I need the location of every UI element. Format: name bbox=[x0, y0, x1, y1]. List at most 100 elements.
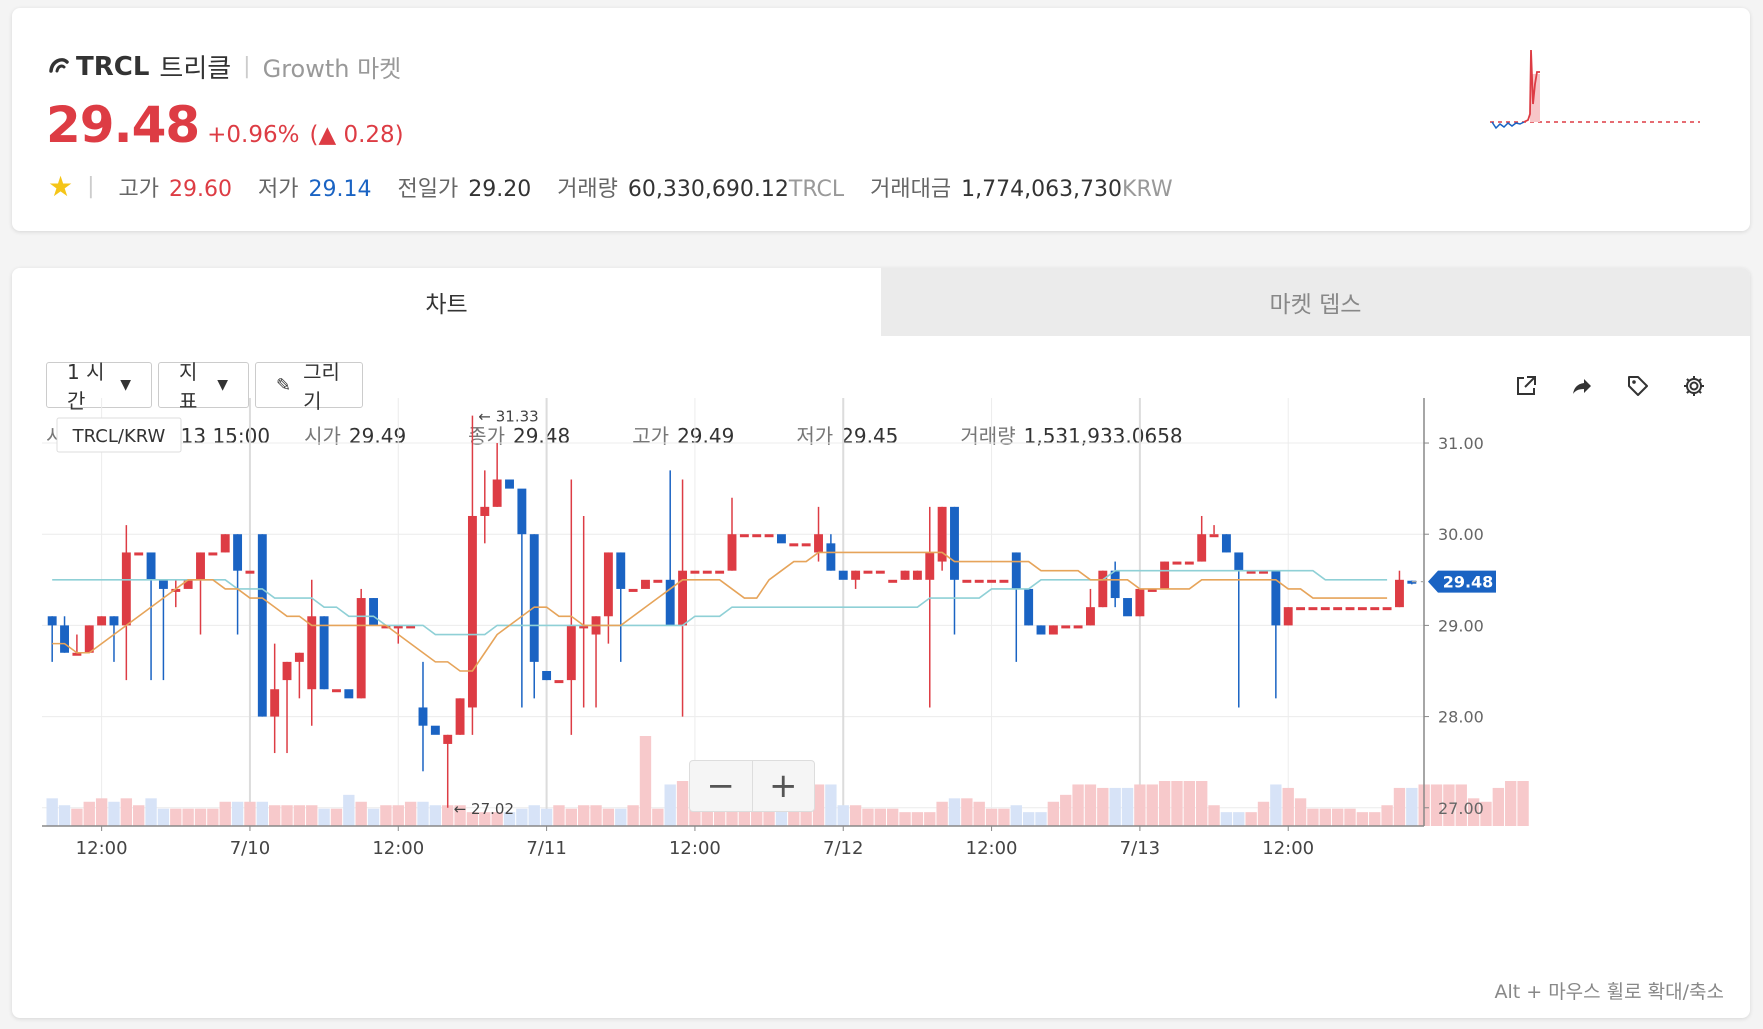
max-price-marker: ← 31.33 bbox=[478, 408, 538, 426]
candle-body bbox=[912, 570, 922, 580]
candle-body bbox=[220, 534, 230, 553]
chart-tool-icons bbox=[1498, 366, 1722, 406]
x-tick-label: 7/10 bbox=[230, 838, 270, 859]
candle-body bbox=[109, 616, 119, 626]
prev-close-label: 전일가 bbox=[397, 176, 459, 202]
candle-body bbox=[1160, 561, 1170, 589]
x-tick-label: 12:00 bbox=[372, 838, 424, 859]
candle-body bbox=[776, 534, 786, 544]
candle-body bbox=[1308, 607, 1318, 611]
volume-bar bbox=[1344, 808, 1356, 826]
candle-body bbox=[1357, 607, 1367, 611]
ticker-info-card: TRCL 트리클 | Growth 마켓 29.48 +0.96% (▲ 0.2… bbox=[12, 8, 1750, 231]
candle-body bbox=[789, 543, 799, 547]
tab-market-depth[interactable]: 마켓 뎁스 bbox=[881, 268, 1750, 336]
ohlc-low-label: 저가 bbox=[796, 424, 834, 448]
volume-bar bbox=[553, 805, 565, 826]
candle-body bbox=[1147, 588, 1157, 592]
volume-bar bbox=[528, 805, 540, 826]
volume-bar bbox=[751, 798, 763, 826]
ohlc-low-value: 29.45 bbox=[841, 424, 899, 448]
volume-bar bbox=[639, 736, 652, 826]
volume-bar bbox=[1430, 784, 1443, 826]
external-link-icon[interactable] bbox=[1498, 366, 1554, 406]
low-label: 저가 bbox=[258, 176, 299, 202]
amount-label: 거래대금 bbox=[870, 176, 952, 202]
volume-bar bbox=[503, 812, 516, 826]
candlestick-chart[interactable]: 31.00 30.00 29.00 28.00 27.00 12:00 7/10 12:00 7… bbox=[12, 268, 1750, 1018]
candle-body bbox=[678, 570, 688, 626]
candle-body bbox=[616, 552, 626, 589]
candle-body bbox=[603, 552, 613, 617]
candle-body bbox=[344, 689, 354, 699]
amount-unit: KRW bbox=[1122, 176, 1173, 202]
candle-body bbox=[369, 598, 378, 626]
volume-bar bbox=[46, 798, 58, 826]
zoom-hint: Alt + 마우스 휠로 확대/축소 bbox=[1494, 981, 1724, 1003]
ohlc-open-value: 29.49 bbox=[348, 424, 407, 448]
candle-body bbox=[715, 570, 725, 574]
candle-body bbox=[1271, 570, 1281, 626]
tab-chart[interactable]: 차트 bbox=[12, 268, 881, 336]
candle-body bbox=[1048, 625, 1058, 635]
low-value: 29.14 bbox=[308, 176, 372, 202]
volume-bar bbox=[170, 808, 182, 826]
candle-body bbox=[134, 552, 144, 556]
volume-bar bbox=[330, 808, 343, 826]
volume-bar bbox=[1294, 798, 1307, 826]
draw-button[interactable]: ✎ 그리기 bbox=[255, 360, 363, 413]
ticker-korean-name: 트리클 bbox=[159, 54, 232, 84]
candle-body bbox=[72, 652, 82, 656]
volume-bar bbox=[1282, 787, 1294, 826]
volume-bar bbox=[1097, 787, 1109, 826]
candle-body bbox=[1259, 570, 1268, 574]
volume-bar bbox=[689, 798, 701, 826]
volume-bar bbox=[306, 805, 318, 826]
volume-bar bbox=[800, 801, 812, 826]
last-price-tag bbox=[1428, 570, 1496, 593]
candle-body bbox=[1221, 534, 1231, 553]
volume-bar bbox=[1060, 794, 1072, 826]
min-price-marker: ← 27.02 bbox=[454, 800, 514, 818]
ohlc-close: 종가 29.48 bbox=[468, 420, 570, 449]
volume-bar bbox=[1158, 781, 1171, 826]
candle-body bbox=[393, 625, 403, 629]
candle-body bbox=[505, 479, 514, 489]
volume-bar bbox=[343, 794, 355, 826]
zoom-out-button[interactable]: − bbox=[690, 761, 753, 811]
ohlc-volume: 거래량 1,531,933.0658 bbox=[960, 420, 1182, 449]
volume-bar bbox=[1517, 781, 1529, 826]
indicators-dropdown[interactable]: 지표 ▼ bbox=[158, 360, 249, 413]
pair-legend-label: TRCL/KRW bbox=[72, 426, 166, 447]
high-stat: 고가 29.60 bbox=[119, 171, 232, 203]
settings-icon[interactable] bbox=[1666, 366, 1722, 406]
chart-toolbar: 1 시간 ▼ 지표 ▼ ✎ 그리기 bbox=[46, 360, 363, 413]
candle-body bbox=[1024, 588, 1034, 626]
change-percent: +0.96% bbox=[207, 122, 300, 148]
share-icon[interactable] bbox=[1554, 366, 1610, 406]
volume-bar bbox=[1369, 812, 1381, 826]
volume-bar bbox=[182, 808, 194, 826]
volume-label: 거래량 bbox=[557, 176, 618, 202]
volume-bar bbox=[1196, 781, 1208, 826]
caret-down-icon: ▼ bbox=[217, 377, 228, 393]
volume-bar bbox=[577, 805, 590, 826]
volume-bar bbox=[194, 808, 207, 826]
volume-bar bbox=[268, 805, 281, 826]
zoom-in-button[interactable]: + bbox=[769, 766, 798, 806]
volume-bar bbox=[1319, 808, 1331, 826]
volume-bar bbox=[1270, 784, 1282, 826]
price-sparkline bbox=[1490, 49, 1700, 130]
tag-icon[interactable] bbox=[1610, 366, 1666, 406]
interval-dropdown[interactable]: 1 시간 ▼ bbox=[46, 360, 152, 413]
volume-bar bbox=[887, 808, 899, 826]
candle-body bbox=[233, 534, 243, 571]
candle-body bbox=[183, 579, 193, 589]
pencil-icon: ✎ bbox=[276, 374, 292, 396]
ohlc-open-label: 시가 bbox=[304, 424, 341, 448]
volume-bar bbox=[924, 812, 936, 826]
volume-bar bbox=[120, 798, 133, 826]
volume-bar bbox=[133, 805, 145, 826]
star-icon[interactable]: ★ bbox=[48, 170, 74, 203]
candle-body bbox=[1098, 570, 1108, 608]
